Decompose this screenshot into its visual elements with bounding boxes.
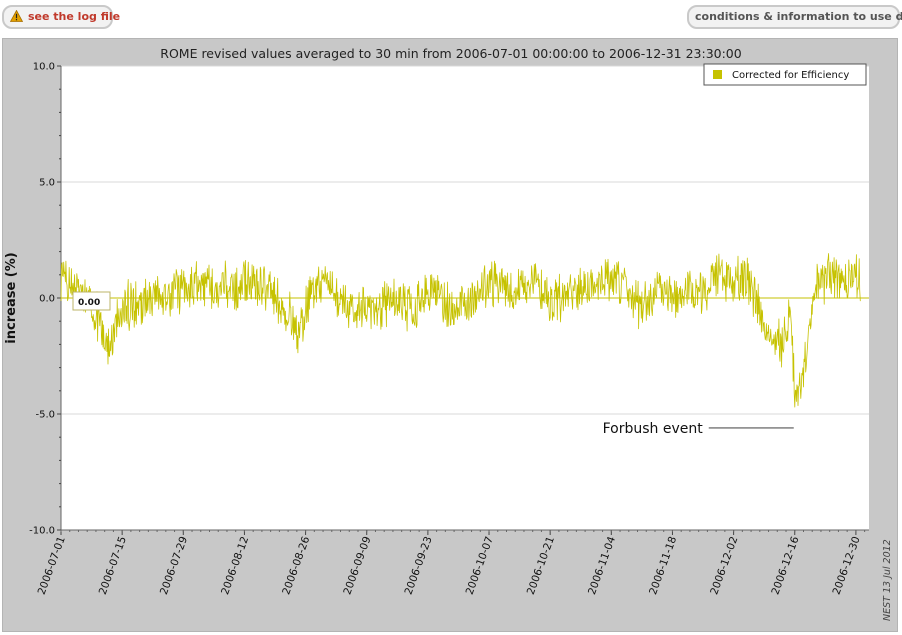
y-tick-label: -10.0 [29, 526, 55, 537]
marker-label: 0.00 [78, 298, 100, 308]
y-tick-label: -5.0 [35, 410, 55, 421]
zero-marker-box: 0.00 [72, 291, 111, 311]
y-tick-labels: 10.0 5.0 0.0 -5.0 -10.0 [29, 62, 55, 537]
see-log-file-button[interactable]: see the log file [2, 5, 120, 29]
x-tick-label: 2006-11-18 [647, 535, 679, 596]
legend: Corrected for Efficiency [703, 63, 867, 86]
x-tick-label: 2006-07-29 [158, 535, 190, 596]
x-tick-label: 2006-08-26 [280, 535, 312, 597]
x-tick-label: 2006-07-01 [36, 535, 68, 596]
series-layer [60, 253, 861, 408]
x-tick-label: 2006-09-23 [403, 535, 435, 596]
x-tick-label: 2006-12-16 [769, 535, 801, 597]
chart-panel: ROME revised values averaged to 30 min f… [2, 38, 898, 632]
x-tick-label: 2006-07-15 [97, 535, 129, 596]
chart-svg: ROME revised values averaged to 30 min f… [4, 46, 893, 621]
warning-icon [10, 10, 23, 22]
x-tick-label: 2006-10-21 [525, 535, 557, 596]
y-tick-label: 0.0 [39, 294, 55, 305]
legend-box [703, 63, 867, 86]
x-tick-label: 2006-08-12 [219, 535, 251, 596]
x-tick-label: 2006-12-30 [831, 535, 863, 596]
series-line-0 [60, 253, 861, 408]
annotations: Forbush event [603, 421, 794, 437]
annotation-label: Forbush event [603, 421, 704, 437]
y-axis-label: increase (%) [4, 252, 19, 343]
legend-swatch [713, 70, 722, 79]
x-tick-labels: 2006-07-01 2006-07-15 2006-07-29 2006-08-12… [36, 535, 863, 597]
credit-text: NEST 13 Jul 2012 [882, 539, 893, 621]
y-tick-label: 5.0 [39, 178, 55, 189]
x-tick-label: 2006-10-07 [464, 535, 496, 596]
chart-title: ROME revised values averaged to 30 min f… [160, 46, 741, 61]
conditions-info-label: conditions & information to use data [695, 10, 902, 23]
x-tick-label: 2006-09-09 [341, 535, 373, 596]
marker-box [72, 291, 111, 311]
y-tick-label: 10.0 [33, 62, 55, 73]
x-tick-label: 2006-12-02 [708, 535, 740, 596]
conditions-info-button[interactable]: conditions & information to use data [687, 5, 902, 29]
legend-entry: Corrected for Efficiency [732, 70, 849, 81]
see-log-file-label: see the log file [28, 10, 121, 23]
x-tick-label: 2006-11-04 [586, 535, 618, 597]
